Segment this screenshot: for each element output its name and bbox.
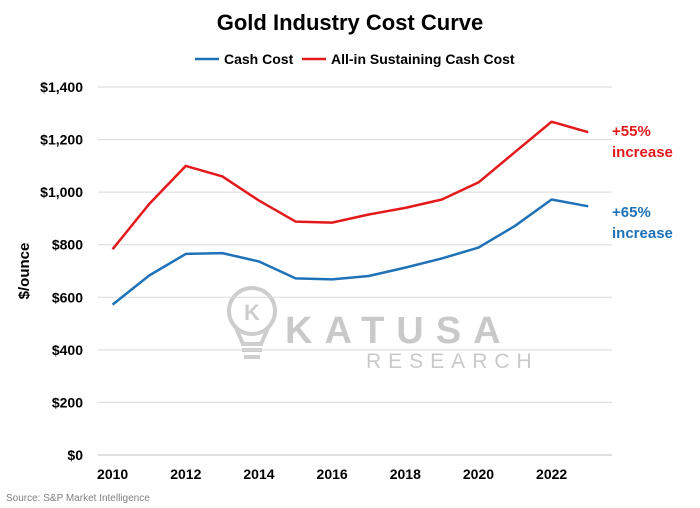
y-tick-label: $800: [52, 237, 83, 253]
annotations: +55% increase +65% increase: [612, 123, 673, 242]
watermark-monogram: K: [244, 300, 260, 325]
x-tick-label: 2012: [170, 466, 201, 482]
gridlines: [98, 86, 612, 456]
annotation-percent: +55%: [612, 123, 651, 140]
watermark: K KATUSA RESEARCH: [227, 286, 539, 373]
series-lines: [111, 120, 589, 306]
y-tick-label: $1,400: [40, 79, 83, 95]
y-tick-label: $1,200: [40, 132, 83, 148]
annotation-label: increase: [612, 144, 673, 161]
x-tick-label: 2022: [536, 466, 567, 482]
x-tick-label: 2016: [317, 466, 348, 482]
watermark-brand: KATUSA: [285, 310, 513, 352]
annotation-label: increase: [612, 225, 673, 242]
y-axis-label: $/ounce: [16, 243, 33, 300]
y-axis-ticks: $0 $200 $400 $600 $800 $1,000 $1,200 $1,400: [40, 79, 83, 463]
x-tick-label: 2014: [243, 466, 274, 482]
x-tick-label: 2018: [390, 466, 421, 482]
y-tick-label: $1,000: [40, 184, 83, 200]
chart-title: Gold Industry Cost Curve: [217, 10, 483, 35]
y-tick-label: $400: [52, 342, 83, 358]
series-line: [111, 198, 589, 306]
x-tick-label: 2010: [97, 466, 128, 482]
x-tick-label: 2020: [463, 466, 494, 482]
y-tick-label: $600: [52, 289, 83, 305]
legend-label: Cash Cost: [224, 51, 294, 67]
y-tick-label: $0: [67, 447, 83, 463]
series-line: [111, 120, 589, 250]
annotation-percent: +65%: [612, 204, 651, 221]
lightbulb-logo-icon: K: [227, 286, 277, 359]
x-axis-ticks: 2010 2012 2014 2016 2018 2020 2022: [97, 466, 567, 482]
legend-label: All-in Sustaining Cash Cost: [331, 51, 515, 67]
watermark-subtitle: RESEARCH: [366, 350, 539, 373]
y-tick-label: $200: [52, 394, 83, 410]
legend: Cash Cost All-in Sustaining Cash Cost: [195, 51, 515, 67]
source-note: Source: S&P Market Intelligence: [6, 493, 150, 504]
